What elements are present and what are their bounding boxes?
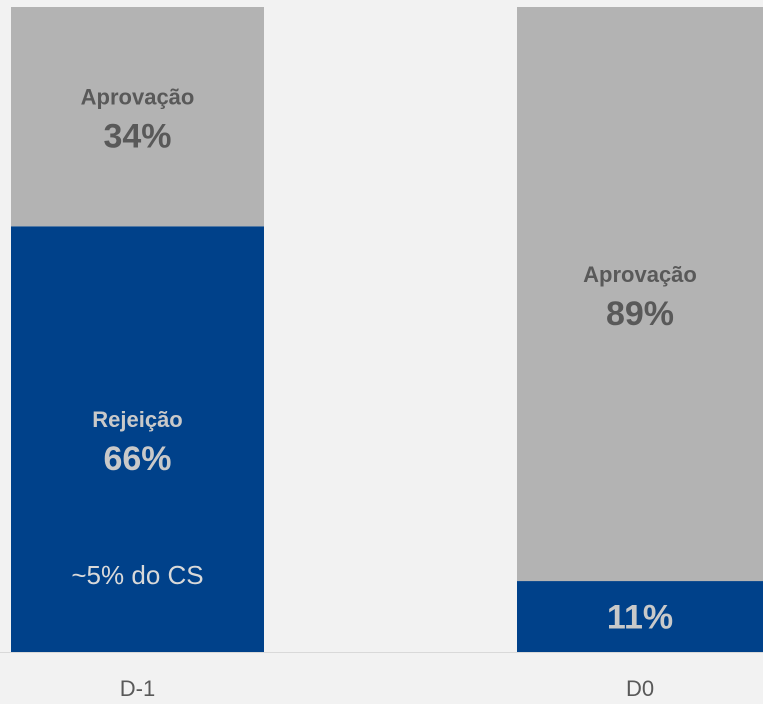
bar-segment <box>11 226 264 653</box>
value-label: 89% <box>606 295 674 333</box>
x-tick-label: D-1 <box>120 676 155 701</box>
annotation: ~5% do CS <box>71 560 203 590</box>
value-label: 11% <box>607 599 673 637</box>
segment-name: Aprovação <box>81 84 195 109</box>
value-label: 66% <box>103 440 171 478</box>
x-tick-label: D0 <box>626 676 654 701</box>
value-label: 34% <box>103 118 171 156</box>
segment-name: Rejeição <box>92 407 183 432</box>
bar-segment <box>11 7 264 227</box>
bar-segment <box>517 7 763 582</box>
bar-segment <box>517 581 763 652</box>
segment-name: Aprovação <box>583 262 697 287</box>
